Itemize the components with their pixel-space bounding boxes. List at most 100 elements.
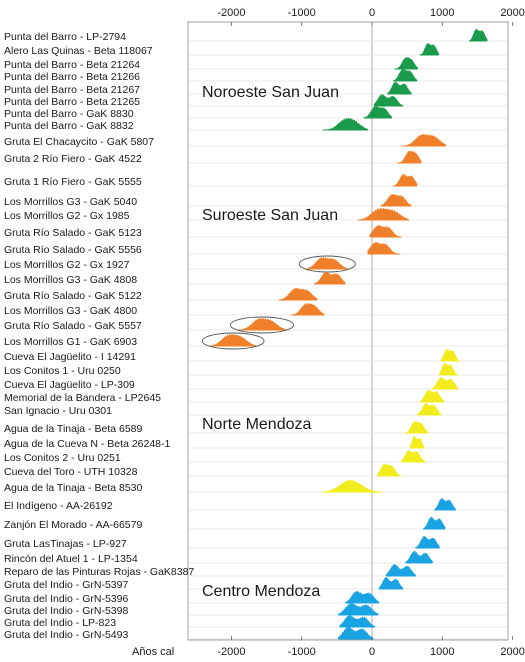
row-label: Cueva El Jagüelito - LP-309 <box>4 379 135 391</box>
calibrated-distribution <box>238 317 286 331</box>
row-label: Punta del Barro - Beta 21267 <box>4 84 140 96</box>
row-label: Memorial de la Bandera - LP2645 <box>4 392 161 404</box>
row-label: Gruta 2 Río Fiero - GaK 4522 <box>4 153 142 165</box>
row-label: Los Morrillos G3 - GaK 5040 <box>4 196 137 208</box>
row-label: Los Conitos 1 - Uru 0250 <box>4 365 121 377</box>
distribution-layer <box>201 28 488 640</box>
calibrated-distribution <box>434 497 456 511</box>
row-label: Gruta del Indio - GrN-5397 <box>4 579 128 591</box>
tick-label-bottom: 0 <box>369 646 375 658</box>
row-label: Agua de la Tinaja - Beta 6589 <box>4 423 143 435</box>
tick-label-bottom: -2000 <box>217 646 245 658</box>
calibrated-distribution <box>307 256 348 270</box>
row-label: Gruta del Indio - GrN-5398 <box>4 605 128 617</box>
calibrated-distribution <box>373 93 404 107</box>
calibrated-distribution <box>322 117 369 131</box>
row-label: Gruta LasTinajas - LP-927 <box>4 538 127 550</box>
tick-label-bottom: 2000 <box>500 646 524 658</box>
calibrated-distribution <box>392 68 418 82</box>
row-label: Los Morrillos G1 - GaK 6903 <box>4 336 137 348</box>
grid-layer <box>187 21 509 641</box>
plot-frame <box>187 21 509 641</box>
calibrated-distribution <box>440 348 460 362</box>
row-label: Gruta Río Salado - GaK 5557 <box>4 320 142 332</box>
calibrated-distribution <box>423 516 446 530</box>
calibrated-distribution <box>290 302 325 316</box>
tick-label-top: -1000 <box>288 7 316 19</box>
row-label: Punta del Barro - LP-2794 <box>4 31 126 43</box>
calibrated-distribution <box>338 602 379 616</box>
region-label-noroeste-san-juan: Noroeste San Juan <box>202 84 339 101</box>
row-label: Punta del Barro - Beta 21264 <box>4 59 140 71</box>
calibrated-distribution <box>322 479 383 493</box>
calibrated-distribution <box>416 402 442 416</box>
row-label: Zanjón El Morado - AA-66579 <box>4 519 142 531</box>
calibrated-distribution <box>385 563 416 577</box>
row-label: Punta del Barro - Beta 21266 <box>4 71 140 83</box>
axis-ticks: -2000 -2000 -1000 -1000 0 0 1000 1000 2000 2000 <box>217 7 525 658</box>
row-label: Punta del Barro - GaK 8832 <box>4 120 134 132</box>
row-label: Gruta del Indio - GrN-5493 <box>4 629 128 641</box>
x-axis-label: Años cal <box>132 646 174 658</box>
calibrated-distribution <box>278 287 318 301</box>
row-label: Gruta del Indio - LP-823 <box>4 617 116 629</box>
calibrated-distribution <box>392 173 418 187</box>
row-label: Gruta Río Salado - GaK 5122 <box>4 290 142 302</box>
tick-label-top: 1000 <box>430 7 454 19</box>
calibrated-distribution <box>380 193 412 207</box>
calibrated-distribution <box>419 42 440 56</box>
row-label: Agua de la Cueva N - Beta 26248-1 <box>4 438 171 450</box>
calibrated-distribution <box>431 376 459 390</box>
row-label: Gruta del Indio - GrN-5396 <box>4 593 128 605</box>
calibrated-distribution <box>419 389 444 403</box>
region-label-suroeste-san-juan: Suroeste San Juan <box>202 207 338 224</box>
calibrated-distribution <box>314 271 346 285</box>
row-label: Los Morrillos G3 - GaK 4800 <box>4 305 137 317</box>
tick-label-top: 2000 <box>500 7 524 19</box>
calibrated-distribution <box>345 590 380 604</box>
calibrated-distribution <box>401 449 426 463</box>
calibrated-distribution <box>405 420 429 434</box>
row-label: Los Morrillos G3 - GaK 4808 <box>4 274 137 286</box>
calibrated-distribution <box>377 463 402 477</box>
tick-label-top: -2000 <box>217 7 245 19</box>
calibrated-distribution <box>401 133 447 147</box>
calibrated-distribution <box>369 224 402 238</box>
calibrated-distribution <box>367 241 401 255</box>
row-label: Gruta Río Salado - GaK 5123 <box>4 227 142 239</box>
row-label: Cueva El Jagüelito - I 14291 <box>4 351 136 363</box>
calibrated-distribution <box>363 105 392 119</box>
row-label: Los Morrillos G2 - Gx 1927 <box>4 259 130 271</box>
tick-label-top: 0 <box>369 7 375 19</box>
calibrated-distribution <box>439 362 459 376</box>
row-label: Gruta 1 Río Fiero - GaK 5555 <box>4 176 142 188</box>
calibrated-distribution <box>409 435 425 449</box>
region-label-norte-mendoza: Norte Mendoza <box>202 416 311 433</box>
row-label: Reparo de las Pinturas Rojas - GaK8387 <box>4 566 194 578</box>
calibrated-distribution <box>415 535 440 549</box>
calibrated-distribution <box>394 56 418 70</box>
row-label: Rincón del Atuel 1 - LP-1354 <box>4 553 138 565</box>
row-label: Los Conitos 2 - Uru 0251 <box>4 452 121 464</box>
row-label: El Indígeno - AA-26192 <box>4 500 113 512</box>
calibrated-distribution <box>387 81 412 95</box>
highlight-ellipse <box>229 316 294 334</box>
calibrated-distribution <box>357 207 409 221</box>
calibrated-distribution <box>338 626 374 640</box>
row-label: Agua de la Tinaja - Beta 8530 <box>4 482 143 494</box>
row-label: Los Morrillos G2 - Gx 1985 <box>4 210 130 222</box>
calibrated-distribution <box>339 614 376 628</box>
row-label: Gruta El Chacaycito - GaK 5807 <box>4 136 154 148</box>
row-label: San Ignacio - Uru 0301 <box>4 405 112 417</box>
region-label-centro-mendoza: Centro Mendoza <box>202 583 320 600</box>
row-label: Cueva del Toro - UTH 10328 <box>4 466 138 478</box>
calibrated-distribution <box>397 150 422 164</box>
calibrated-distribution <box>405 550 433 564</box>
row-label: Gruta Río Salado - GaK 5556 <box>4 244 142 256</box>
row-label: Punta del Barro - GaK 8830 <box>4 108 134 120</box>
highlight-ellipse <box>298 255 356 273</box>
highlight-ellipse <box>201 332 265 350</box>
tick-label-bottom: -1000 <box>288 646 316 658</box>
row-label: Punta del Barro - Beta 21265 <box>4 96 140 108</box>
